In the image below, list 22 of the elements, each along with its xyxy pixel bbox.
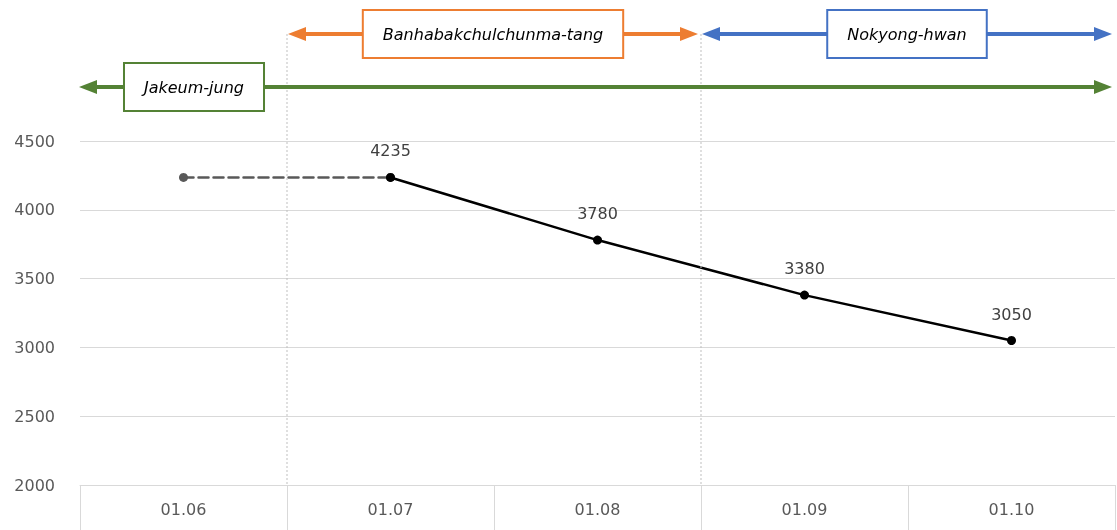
data-label: 3050 <box>991 304 1032 324</box>
data-label: 3780 <box>577 204 618 224</box>
point <box>179 172 188 182</box>
x-tick-label: 01.08 <box>574 499 621 519</box>
y-tick-label: 2500 <box>14 406 55 426</box>
data-label: 3380 <box>784 259 825 279</box>
y-tick-label: 4000 <box>14 200 55 220</box>
point <box>593 235 602 245</box>
data-label: 4235 <box>370 141 411 161</box>
x-tick-label: 01.10 <box>988 499 1035 519</box>
x-tick-label: 01.07 <box>367 499 414 519</box>
x-tick-label: 01.09 <box>781 499 828 519</box>
y-tick-label: 2000 <box>14 475 55 495</box>
y-tick-label: 3000 <box>14 337 55 357</box>
y-tick-label: 4500 <box>14 131 55 151</box>
text: Jakeum-jung <box>140 78 245 97</box>
text: Banhabakchulchunma-tang <box>382 25 604 44</box>
point <box>1007 336 1016 346</box>
x-tick-label: 01.06 <box>160 499 207 519</box>
y-tick-label: 3500 <box>14 269 55 289</box>
point <box>800 290 809 300</box>
text: Nokyong-hwan <box>847 25 967 44</box>
